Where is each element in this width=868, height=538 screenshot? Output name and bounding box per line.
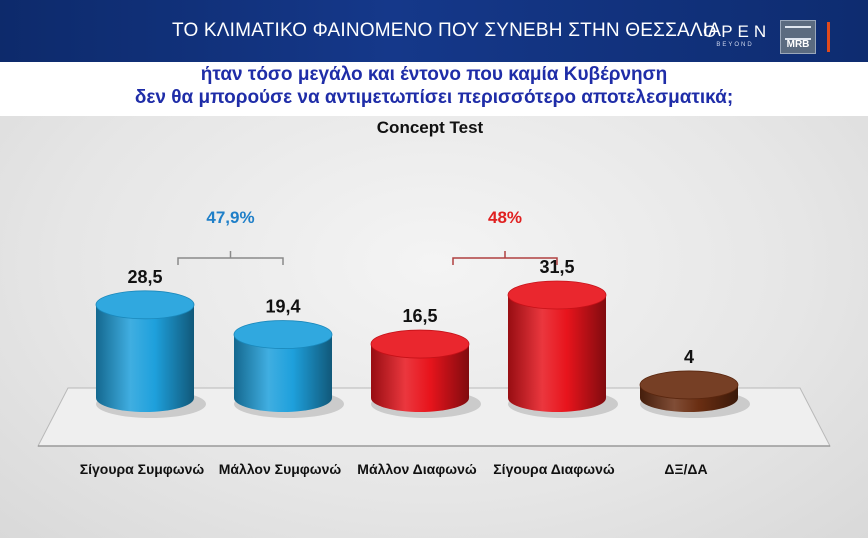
value-label-1: 28,5 (127, 267, 162, 287)
bar-3 (371, 344, 469, 412)
bar-2 (234, 334, 332, 412)
bar-top-3 (370, 329, 470, 359)
bar-1 (96, 304, 194, 412)
value-label-2: 19,4 (265, 297, 300, 317)
mrb-logo: MRB (780, 20, 816, 54)
mrb-logo-text: MRB (786, 39, 810, 50)
question-band: ήταν τόσο μεγάλο και έντονο που καμία Κυ… (0, 62, 868, 116)
header-title: ΤΟ ΚΛΙΜΑΤΙΚΟ ΦΑΙΝΟΜΕΝΟ ΠΟΥ ΣΥΝΕΒΗ ΣΤΗΝ Θ… (172, 20, 722, 41)
category-label-2: Μάλλον Συμφωνώ (219, 461, 342, 477)
category-label-3: Μάλλον Διαφωνώ (357, 461, 477, 477)
category-label-5: ΔΞ/ΔΑ (664, 461, 707, 477)
open-logo: OPEN (703, 22, 772, 41)
question-line-1: ήταν τόσο μεγάλο και έντονο που καμία Κυ… (200, 64, 668, 85)
group-label-1: 47,9% (206, 208, 254, 227)
accent-divider (827, 22, 830, 52)
chart-title: Concept Test (376, 118, 484, 137)
mrb-logo-mark (785, 26, 811, 40)
group-bracket-2 (452, 251, 558, 265)
category-label-4: Σίγουρα Διαφωνώ (493, 461, 615, 477)
header-bar: ΤΟ ΚΛΙΜΑΤΙΚΟ ΦΑΙΝΟΜΕΝΟ ΠΟΥ ΣΥΝΕΒΗ ΣΤΗΝ Θ… (0, 0, 868, 62)
group-bracket-1 (177, 251, 284, 265)
value-label-3: 16,5 (402, 306, 437, 326)
question-line-2: δεν θα μπορούσε να αντιμετωπίσει περισσό… (134, 87, 734, 108)
bar-top-5 (639, 370, 739, 400)
bar-top-2 (233, 320, 333, 349)
value-label-4: 31,5 (539, 257, 574, 277)
group-label-2: 48% (488, 208, 522, 227)
category-label-1: Σίγουρα Συμφωνώ (80, 461, 205, 477)
open-logo-subtitle: BEYOND (716, 42, 754, 48)
value-label-5: 4 (684, 347, 694, 367)
bar-top-1 (95, 290, 195, 320)
bar-4 (508, 295, 606, 412)
bar-top-4 (507, 280, 607, 310)
